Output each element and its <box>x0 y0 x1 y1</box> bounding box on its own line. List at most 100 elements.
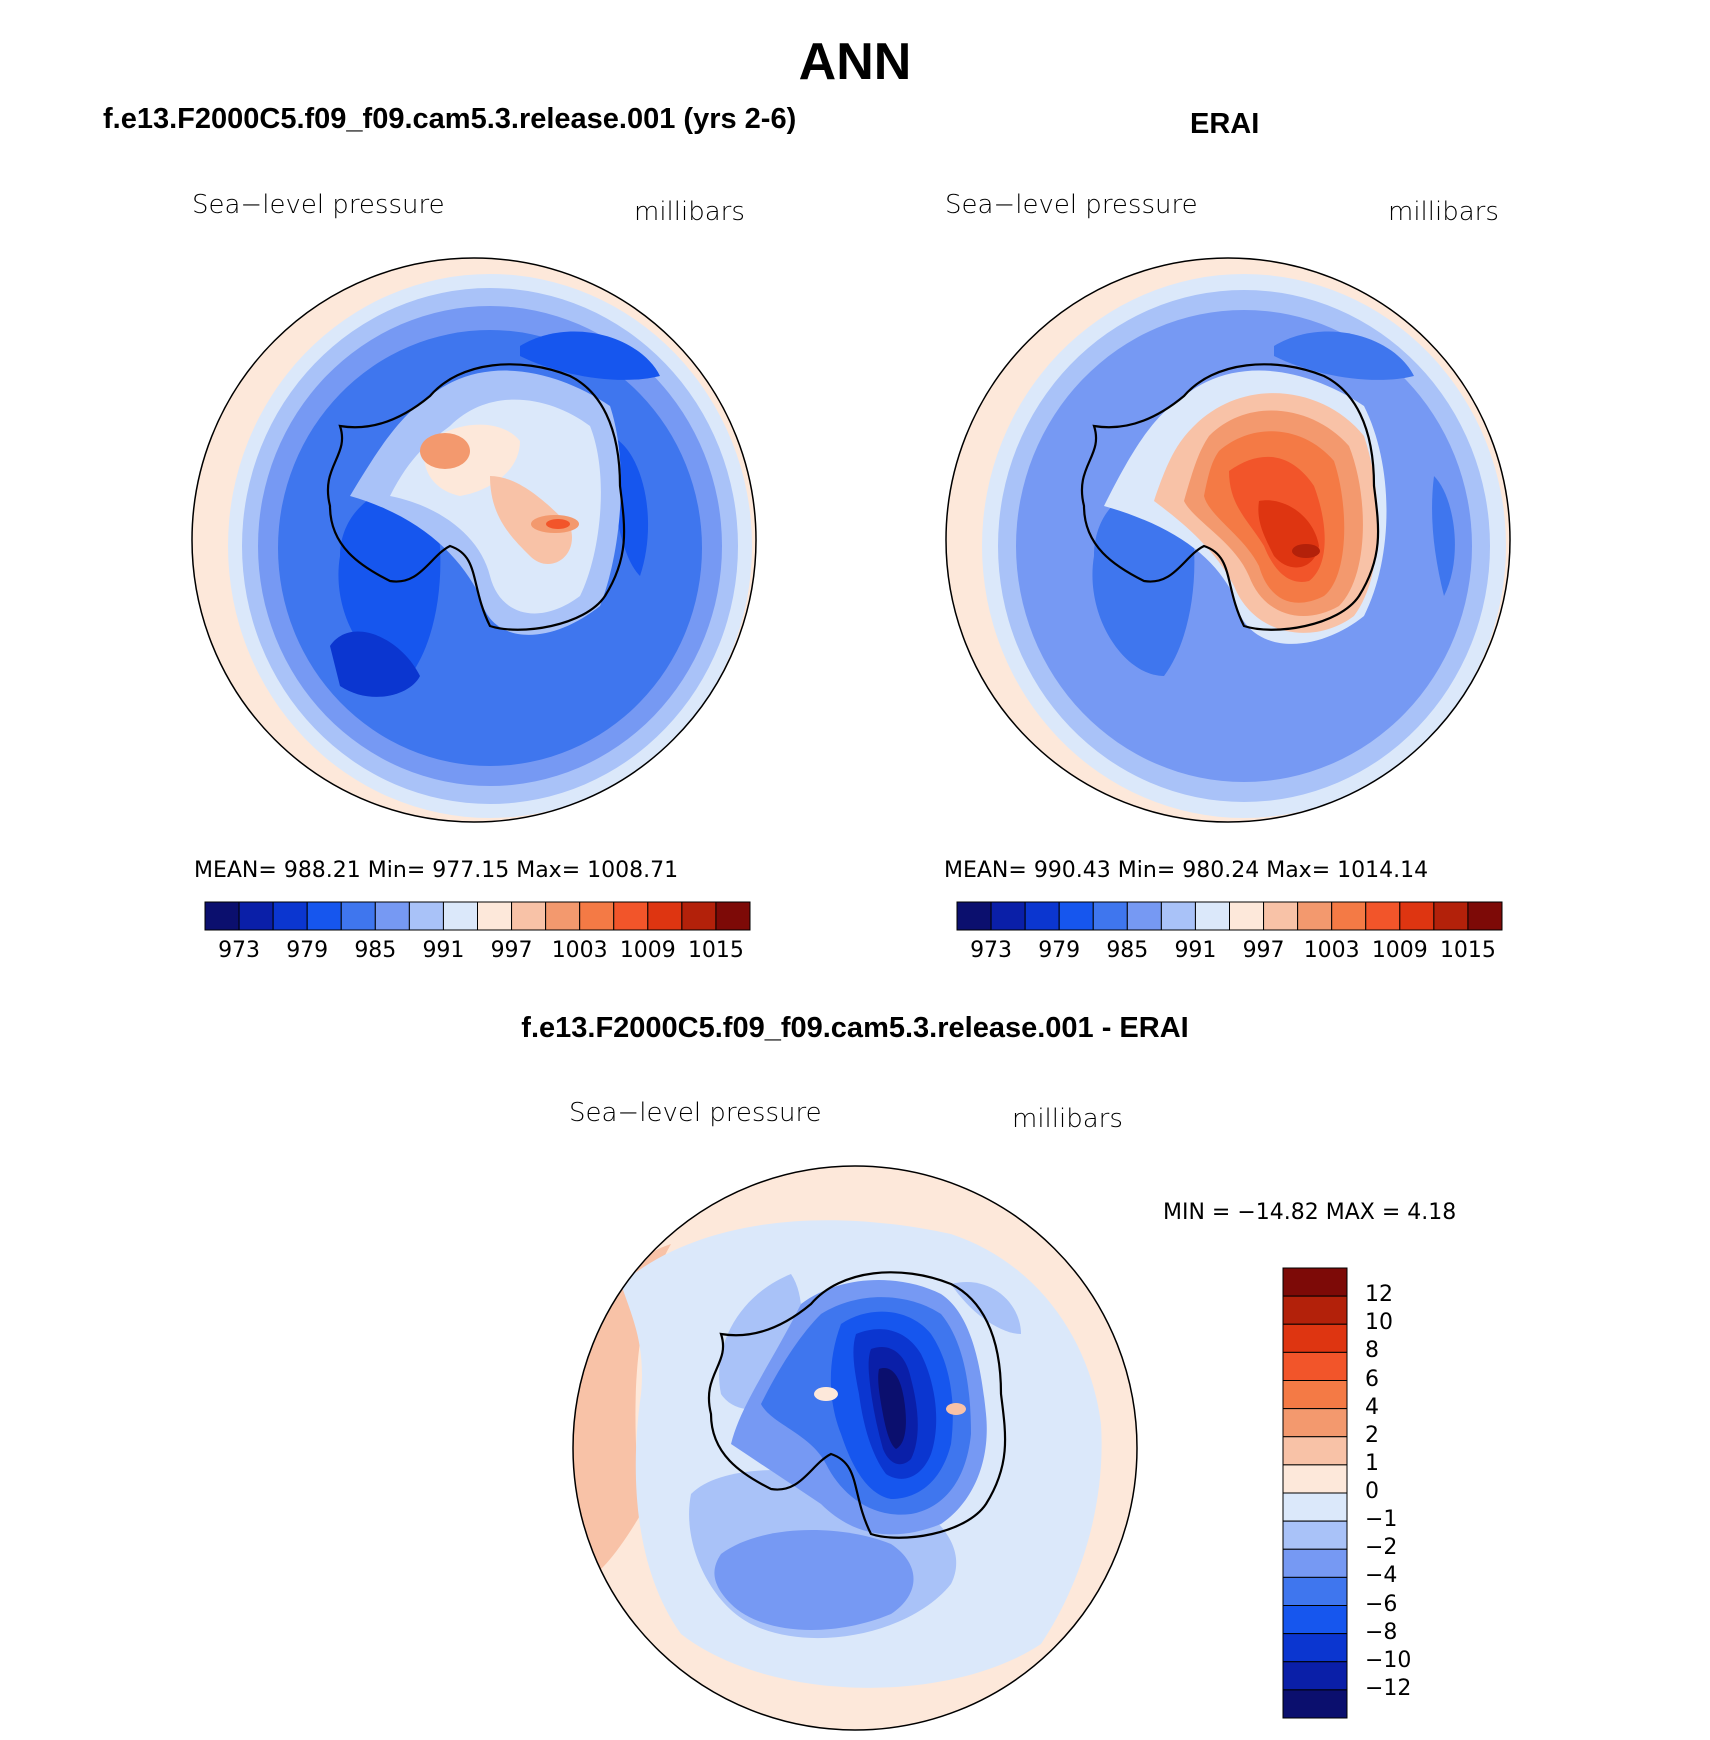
colorbar-swatch <box>1297 901 1333 931</box>
colorbar-swatch <box>647 901 683 931</box>
contour-band <box>490 476 572 565</box>
colorbar-tick-label: 1003 <box>551 938 608 963</box>
stats-model: MEAN= 988.21 Min= 977.15 Max= 1008.71 <box>194 858 679 883</box>
colorbar-swatch <box>272 901 308 931</box>
panel-title-obs: ERAI <box>1190 108 1260 140</box>
colorbar-swatch <box>340 901 376 931</box>
contour-band <box>1292 544 1320 558</box>
colorbar-swatch <box>1282 1633 1348 1663</box>
colorbar-swatch <box>1263 901 1299 931</box>
colorbar-tick-label: 4 <box>1365 1394 1379 1420</box>
colorbar-tick-label: 1003 <box>1303 938 1360 963</box>
colorbar-tick-label: 1 <box>1365 1450 1379 1476</box>
colorbar-ticks-diff: 12 10 8 6 4 2 1 0 −1 −2 −4 −6 −8 −10 −12 <box>1365 1268 1465 1718</box>
colorbar-tick-label: 991 <box>422 938 465 963</box>
colorbar-swatch <box>1282 1576 1348 1606</box>
colorbar-tick-label: −1 <box>1365 1507 1398 1533</box>
colorbar-swatch <box>956 901 992 931</box>
contour-band <box>878 1368 906 1449</box>
figure-title: ANN <box>798 33 912 91</box>
colorbar-swatch <box>1282 1351 1348 1381</box>
colorbar-diff <box>1282 1267 1348 1719</box>
colorbar-swatch <box>408 901 444 931</box>
units-label-model: millibars <box>634 197 745 227</box>
colorbar-swatch <box>715 901 751 931</box>
stats-diff: MIN = −14.82 MAX = 4.18 <box>1163 1200 1457 1225</box>
colorbar-tick-label: 973 <box>218 938 261 963</box>
colorbar-swatch <box>1282 1520 1348 1550</box>
polar-map-diff <box>572 1165 1138 1731</box>
colorbar-swatch <box>1282 1464 1348 1494</box>
colorbar-ticks-obs: 973 979 985 991 997 1003 1009 1015 <box>957 938 1502 968</box>
colorbar-tick-label: 997 <box>1242 938 1285 963</box>
contour-band <box>420 433 470 469</box>
coastline <box>326 363 626 631</box>
colorbar-swatch <box>1282 1408 1348 1438</box>
colorbar-tick-label: 10 <box>1365 1310 1393 1336</box>
colorbar-swatch <box>1331 901 1367 931</box>
colorbar-tick-label: 2 <box>1365 1422 1379 1448</box>
colorbar-tick-label: −2 <box>1365 1535 1398 1561</box>
polar-map-obs <box>945 257 1511 823</box>
colorbar-swatch <box>1160 901 1196 931</box>
coastline <box>707 1271 1007 1539</box>
contour-band <box>814 1387 838 1401</box>
colorbar-tick-label: −6 <box>1365 1591 1398 1617</box>
colorbar-swatch <box>1282 1548 1348 1578</box>
contour-band <box>1274 331 1414 380</box>
colorbar-swatch <box>1282 1267 1348 1297</box>
colorbar-swatch <box>1092 901 1128 931</box>
units-label-obs: millibars <box>1388 197 1499 227</box>
units-label-diff: millibars <box>1012 1104 1123 1134</box>
colorbar-swatch <box>374 901 410 931</box>
colorbar-tick-label: 12 <box>1365 1282 1393 1308</box>
colorbar-swatch <box>1194 901 1230 931</box>
colorbar-swatch <box>1229 901 1265 931</box>
colorbar-tick-label: −8 <box>1365 1619 1398 1645</box>
colorbar-tick-label: 991 <box>1174 938 1217 963</box>
map-boundary <box>572 1165 1138 1731</box>
colorbar-swatch <box>1282 1295 1348 1325</box>
map-boundary <box>191 257 757 823</box>
colorbar-swatch <box>1126 901 1162 931</box>
colorbar-swatch <box>442 901 478 931</box>
colorbar-tick-label: 0 <box>1365 1479 1379 1504</box>
colorbar-swatch <box>1365 901 1401 931</box>
colorbar-swatch <box>306 901 342 931</box>
colorbar-obs <box>956 901 1503 931</box>
colorbar-tick-label: −10 <box>1365 1647 1412 1673</box>
colorbar-swatch <box>1467 901 1503 931</box>
colorbar-swatch <box>1433 901 1469 931</box>
contour-band <box>946 1403 966 1415</box>
colorbar-tick-label: 979 <box>1038 938 1081 963</box>
colorbar-swatch <box>1282 1605 1348 1635</box>
colorbar-tick-label: 985 <box>1106 938 1149 963</box>
variable-label-diff: Sea−level pressure <box>569 1098 822 1128</box>
colorbar-tick-label: −4 <box>1365 1563 1398 1589</box>
colorbar-swatch <box>1282 1323 1348 1353</box>
contour-band <box>330 631 420 697</box>
colorbar-tick-label: 973 <box>970 938 1013 963</box>
colorbar-swatch <box>1282 1380 1348 1410</box>
colorbar-swatch <box>1282 1661 1348 1691</box>
panel-title-model: f.e13.F2000C5.f09_f09.cam5.3.release.001… <box>103 103 797 135</box>
colorbar-tick-label: 985 <box>354 938 397 963</box>
colorbar-tick-label: 979 <box>286 938 329 963</box>
colorbar-swatch <box>545 901 581 931</box>
colorbar-swatch <box>238 901 274 931</box>
colorbar-tick-label: 1009 <box>1371 938 1428 963</box>
colorbar-tick-label: −12 <box>1365 1675 1412 1701</box>
colorbar-model <box>204 901 751 931</box>
colorbar-swatch <box>1024 901 1060 931</box>
colorbar-swatch <box>204 901 240 931</box>
contour-band <box>1432 476 1455 596</box>
map-boundary <box>945 257 1511 823</box>
colorbar-ticks-model: 973 979 985 991 997 1003 1009 1015 <box>205 938 750 968</box>
colorbar-swatch <box>613 901 649 931</box>
colorbar-tick-label: 8 <box>1365 1338 1379 1364</box>
variable-label-obs: Sea−level pressure <box>945 190 1198 220</box>
panel-title-diff: f.e13.F2000C5.f09_f09.cam5.3.release.001… <box>521 1012 1189 1044</box>
colorbar-tick-label: 997 <box>490 938 533 963</box>
colorbar-swatch <box>477 901 513 931</box>
colorbar-swatch <box>1282 1436 1348 1466</box>
